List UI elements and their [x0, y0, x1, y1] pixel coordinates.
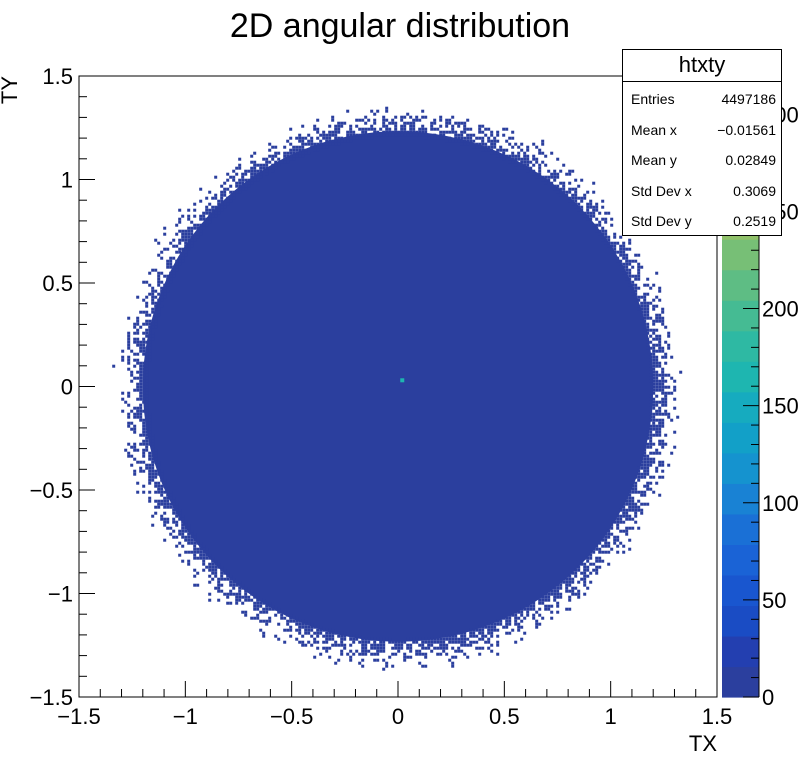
y-tick-label: 0.5 — [42, 271, 73, 296]
y-axis: −1.5 −1 −0.5 0 0.5 1 1.5 — [30, 64, 95, 710]
stats-value: −0.01561 — [717, 121, 776, 138]
y-tick-label: −1.5 — [30, 685, 73, 710]
x-axis-label: TX — [689, 731, 717, 756]
x-tick-label: −0.5 — [270, 704, 313, 729]
stats-title: htxty — [623, 50, 781, 82]
colorbar-tick-label: 200 — [762, 297, 798, 322]
stats-key: Std Dev x — [631, 182, 692, 199]
stats-row: Mean x −0.01561 — [623, 115, 781, 145]
y-tick-label: −1 — [48, 582, 73, 607]
x-tick-label: −1 — [173, 704, 198, 729]
x-tick-label: 1.5 — [702, 704, 733, 729]
stats-row: Mean y 0.02849 — [623, 145, 781, 175]
distribution-hotspot — [400, 378, 405, 383]
colorbar-tick-label: 50 — [762, 588, 786, 613]
x-tick-label: 0.5 — [489, 704, 520, 729]
y-tick-label: −0.5 — [30, 478, 73, 503]
x-tick-label: 1 — [605, 704, 617, 729]
stats-key: Std Dev y — [631, 213, 692, 229]
stats-key: Mean y — [631, 152, 677, 168]
colorbar-tick-label: 100 — [762, 491, 798, 516]
stats-row: Std Dev y 0.2519 — [623, 206, 781, 236]
stats-key: Entries — [631, 91, 675, 107]
y-tick-label: 1.5 — [42, 64, 73, 89]
stats-value: 0.3069 — [733, 182, 776, 199]
y-tick-label: 1 — [61, 168, 73, 193]
distribution-sparse-edge — [112, 106, 683, 671]
heatmap-bins — [112, 106, 683, 671]
stats-row: Entries 4497186 — [623, 84, 781, 114]
y-tick-label: 0 — [61, 375, 73, 400]
colorbar-tick-label: 150 — [762, 394, 798, 419]
stats-value: 0.2519 — [733, 213, 776, 229]
stats-row: Std Dev x 0.3069 — [623, 176, 781, 206]
stats-key: Mean x — [631, 121, 677, 138]
distribution-core — [142, 131, 654, 642]
stats-value: 4497186 — [721, 91, 776, 107]
y-axis-label: TY — [0, 76, 22, 104]
chart-title: 2D angular distribution — [230, 7, 570, 45]
stats-box: htxty Entries 4497186 Mean x −0.01561 Mean y… — [622, 49, 782, 236]
x-axis: −1.5 −1 −0.5 0 0.5 1 1.5 — [57, 681, 732, 729]
stats-value: 0.02849 — [725, 152, 776, 168]
x-tick-label: 0 — [392, 704, 404, 729]
colorbar-tick-label: 0 — [762, 685, 774, 710]
x-tick-label: −1.5 — [57, 704, 100, 729]
